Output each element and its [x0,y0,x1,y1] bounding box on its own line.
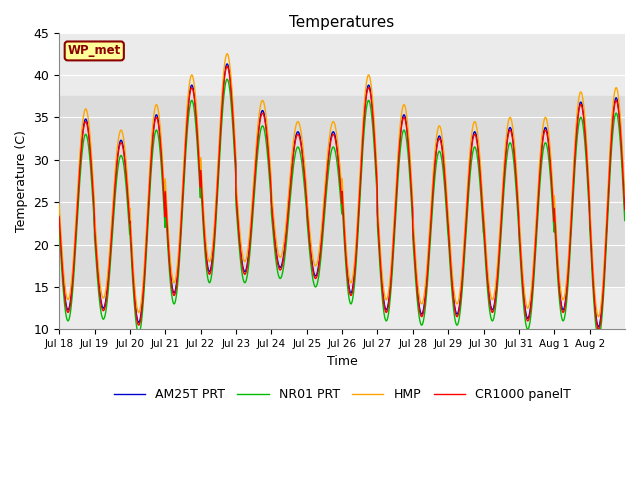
HMP [613,86,621,92]
HMP [223,51,231,57]
CR1000 panelT [545,140,552,146]
Title: Temperatures: Temperatures [289,15,395,30]
NR01 PRT [376,267,384,273]
Legend: AM25T PRT, NR01 PRT, HMP, CR1000 panelT: AM25T PRT, NR01 PRT, HMP, CR1000 panelT [109,383,575,406]
CR1000 panelT [621,207,628,213]
AM25T PRT [621,204,628,210]
CR1000 panelT [223,63,231,69]
AM25T PRT [112,173,120,179]
HMP [513,167,520,173]
HMP [595,314,602,320]
CR1000 panelT [595,326,602,332]
AM25T PRT [613,96,621,102]
NR01 PRT [545,153,552,158]
Line: NR01 PRT: NR01 PRT [59,79,625,338]
NR01 PRT [234,228,242,234]
Y-axis label: Temperature (C): Temperature (C) [15,130,28,232]
NR01 PRT [621,218,628,224]
NR01 PRT [223,76,231,82]
AM25T PRT [595,324,602,330]
HMP [545,127,552,133]
NR01 PRT [112,188,120,193]
AM25T PRT [513,177,520,183]
AM25T PRT [223,61,231,67]
NR01 PRT [595,335,602,341]
NR01 PRT [613,112,621,118]
AM25T PRT [376,254,384,260]
CR1000 panelT [234,218,242,224]
Line: CR1000 panelT: CR1000 panelT [59,66,625,329]
AM25T PRT [55,212,63,217]
AM25T PRT [545,137,552,143]
NR01 PRT [513,192,520,197]
NR01 PRT [55,225,63,230]
CR1000 panelT [112,176,120,181]
Text: WP_met: WP_met [68,45,121,58]
Bar [59,96,625,287]
AM25T PRT [234,216,242,222]
HMP [376,244,384,250]
HMP [112,163,120,169]
Line: AM25T PRT: AM25T PRT [59,64,625,327]
X-axis label: Time: Time [326,355,358,368]
HMP [621,194,628,200]
HMP [234,205,242,211]
CR1000 panelT [376,257,384,263]
CR1000 panelT [613,99,621,105]
HMP [55,202,63,207]
CR1000 panelT [55,214,63,220]
Line: HMP: HMP [59,54,625,317]
CR1000 panelT [513,180,520,186]
